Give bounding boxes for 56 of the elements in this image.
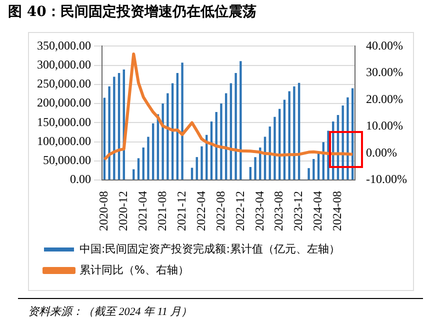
bar [308, 168, 310, 180]
y-tick-label: 50,000.00 [43, 153, 91, 168]
x-tick-label: 2020-12 [116, 191, 130, 232]
bar [181, 62, 184, 180]
bar [196, 157, 198, 180]
y2-tick-label: 20.00% [366, 92, 404, 106]
x-tick-label: 2022-12 [232, 191, 247, 232]
bar [108, 86, 110, 180]
bar [137, 158, 140, 180]
y-tick-label: 200,000.00 [37, 96, 91, 110]
x-tick-label: 2022-08 [213, 191, 228, 232]
legend-label: 累计同比（%、右轴） [80, 263, 189, 276]
bar [254, 157, 256, 180]
legend-label: 中国:民间固定资产投资完成额:累计值（亿元、左轴） [80, 242, 340, 256]
bar [274, 116, 276, 180]
y2-tick-label: -10.00% [366, 172, 408, 186]
bar [346, 97, 349, 180]
bar [113, 76, 116, 180]
bar [152, 123, 154, 180]
x-tick-label: 2023-08 [272, 191, 286, 232]
x-tick-label: 2021-08 [154, 191, 169, 232]
y-tick-label: 0.00 [70, 172, 91, 186]
bar [234, 72, 237, 180]
bar [142, 148, 144, 180]
bar [166, 93, 169, 180]
bar [132, 169, 135, 180]
x-tick-label: 2023-04 [252, 191, 266, 232]
chart-title: 图 40：民间固定投资增速仍在低位震荡 [8, 3, 256, 21]
x-tick-label: 2022-04 [194, 191, 208, 232]
text: 资料来源：（截至 2024 年 11 月） [28, 305, 192, 319]
x-tick-label: 2021-12 [174, 191, 188, 232]
y-tick-label: 150,000.00 [37, 114, 91, 129]
bar [162, 104, 164, 180]
y2-tick-label: 30.00% [366, 65, 404, 80]
bar [249, 167, 252, 180]
bar [200, 146, 203, 180]
bar [215, 112, 218, 180]
y2-tick-label: 40.00% [366, 38, 404, 52]
x-tick-label: 2021-04 [136, 191, 150, 232]
y-tick-label: 100,000.00 [37, 134, 91, 148]
bar [240, 61, 242, 180]
bar [147, 136, 150, 180]
y-tick-label: 350,000.00 [37, 38, 91, 52]
y-tick-label: 250,000.00 [37, 76, 91, 91]
bar [220, 104, 222, 180]
x-tick-label: 2024-04 [310, 191, 325, 232]
x-tick-label: 2024-08 [330, 191, 344, 232]
bar [312, 158, 315, 180]
x-tick-label: 2023-12 [291, 191, 306, 232]
bar [288, 91, 290, 180]
y-tick-label: 300,000.00 [37, 57, 91, 72]
y2-tick-label: 0.00% [366, 145, 398, 160]
x-tick-label: 2020-08 [96, 191, 111, 232]
y2-tick-label: 10.00% [366, 118, 404, 133]
bar [293, 86, 296, 180]
bar [342, 105, 344, 180]
